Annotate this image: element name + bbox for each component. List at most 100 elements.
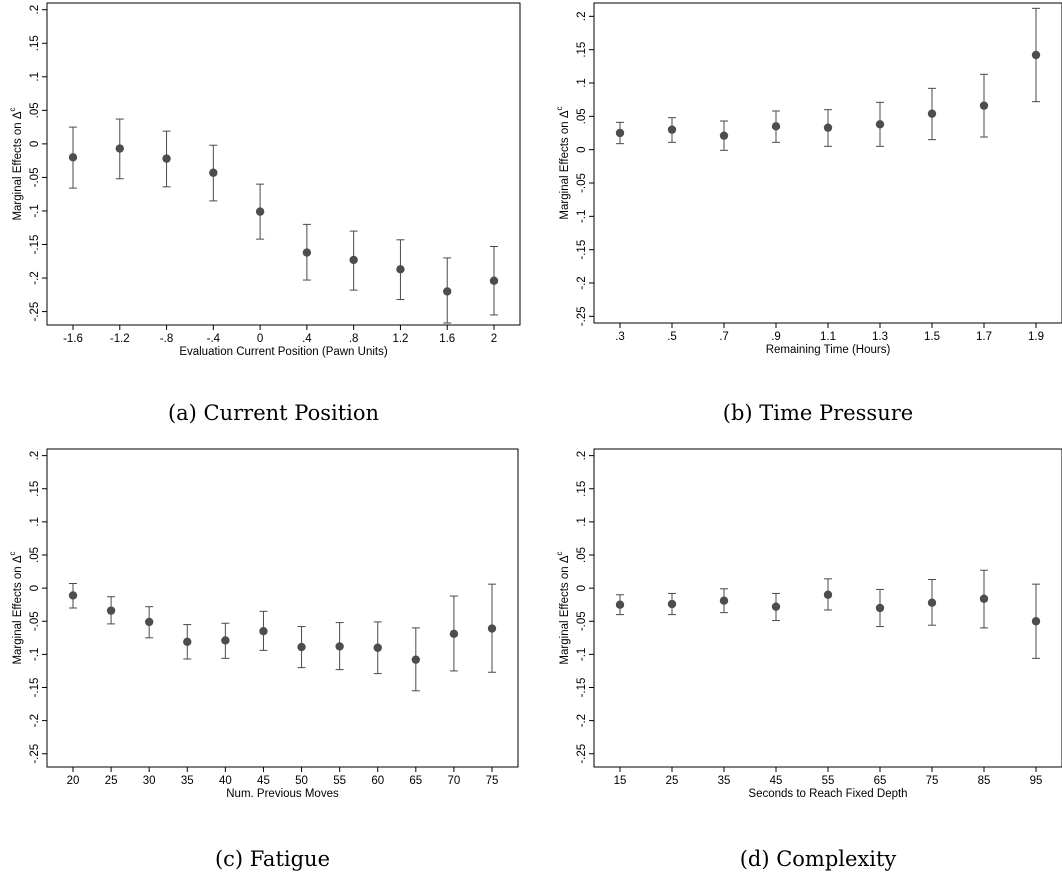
y-tick-label: .15 xyxy=(576,481,588,497)
data-point xyxy=(183,637,192,646)
x-tick-label: 1.1 xyxy=(820,331,836,343)
x-axis-label: Seconds to Reach Fixed Depth xyxy=(748,788,907,800)
x-tick-label: 85 xyxy=(978,775,991,787)
y-tick-label: -.05 xyxy=(576,173,588,193)
y-tick-label: -.05 xyxy=(29,168,41,188)
y-axis-label: Marginal Effects on Δc xyxy=(8,107,24,220)
y-tick-label: -.25 xyxy=(576,744,588,764)
y-tick-label: .15 xyxy=(576,42,588,58)
panel-time-pressure: .2 .15 .1 .05 0 -.05 -.1 -.15 -.2 -.25 .3 .5 .7 .9 1.1… xyxy=(555,2,1062,425)
data-point xyxy=(302,248,312,257)
y-tick-label: -.05 xyxy=(576,611,588,631)
y-tick-label: .2 xyxy=(576,451,588,461)
x-tick-label: 70 xyxy=(448,775,461,787)
data-point xyxy=(221,636,230,645)
y-tick-label: -.1 xyxy=(576,648,588,661)
y-tick-label: .05 xyxy=(576,108,588,124)
data-point xyxy=(771,122,781,131)
y-axis-label-text: Marginal Effects on Δ xyxy=(12,555,24,664)
x-tick-label: 40 xyxy=(219,775,232,787)
x-tick-label: 75 xyxy=(926,775,939,787)
y-tick-label: 0 xyxy=(29,141,41,147)
plot-frame xyxy=(46,2,521,326)
y-axis-label: Marginal Effects on Δc xyxy=(8,551,24,664)
y-tick-label: .05 xyxy=(29,547,41,563)
x-tick-label: 30 xyxy=(143,775,156,787)
data-point xyxy=(297,642,306,652)
y-axis-label-superscript: c xyxy=(555,551,564,555)
data-point xyxy=(823,590,833,599)
data-point xyxy=(615,128,625,138)
y-tick-label: -.1 xyxy=(29,204,41,217)
x-tick-label: .3 xyxy=(615,331,625,343)
x-tick-label: -1.2 xyxy=(110,333,130,345)
data-point xyxy=(259,626,268,636)
panel-caption: (a) Current Position xyxy=(168,401,379,425)
panel-fatigue: .2 .15 .1 .05 0 -.05 -.1 -.15 -.2 -.25 20 25 30 35 40 4… xyxy=(8,448,519,871)
y-tick-label: .15 xyxy=(29,35,41,51)
y-axis-label-superscript: c xyxy=(555,106,564,110)
x-tick-label: 15 xyxy=(614,775,627,787)
data-point xyxy=(489,276,499,285)
data-point xyxy=(411,655,421,664)
x-tick-label: 1.7 xyxy=(976,331,992,343)
y-tick-label: 0 xyxy=(29,585,41,591)
data-point xyxy=(106,606,116,615)
data-point xyxy=(1031,617,1041,626)
plot-frame xyxy=(593,2,1062,324)
y-tick-label: -.2 xyxy=(29,714,41,727)
plot-frame xyxy=(46,448,519,768)
x-tick-label: 1.3 xyxy=(872,331,888,343)
x-tick-label: 1.5 xyxy=(924,331,940,343)
data-point xyxy=(719,596,729,605)
data-point xyxy=(667,599,677,609)
data-point xyxy=(667,125,677,134)
data-point xyxy=(209,168,218,177)
data-point xyxy=(979,594,989,603)
y-tick-label: -.1 xyxy=(576,210,588,223)
panel-caption: (c) Fatigue xyxy=(215,847,330,871)
data-point xyxy=(771,602,781,611)
panel-caption: (d) Complexity xyxy=(740,847,897,871)
y-tick-label: .05 xyxy=(576,547,588,563)
y-tick-label: .1 xyxy=(29,72,41,82)
data-point xyxy=(396,265,405,274)
x-tick-label: .8 xyxy=(349,333,359,345)
x-tick-label: .4 xyxy=(302,333,312,345)
data-point xyxy=(487,624,497,633)
x-tick-label: -1.6 xyxy=(63,333,83,345)
y-tick-label: .2 xyxy=(29,451,41,461)
data-point xyxy=(68,591,78,600)
panel-complexity: .2 .15 .1 .05 0 -.05 -.1 -.15 -.2 -.25 15 25 35 45 55 6… xyxy=(555,448,1062,871)
x-tick-label: 55 xyxy=(333,775,346,787)
x-tick-label: 50 xyxy=(295,775,308,787)
data-point xyxy=(443,287,452,296)
data-point xyxy=(615,600,625,609)
panel-caption: (b) Time Pressure xyxy=(723,401,913,425)
y-tick-label: -.15 xyxy=(29,678,41,698)
y-tick-label: .15 xyxy=(29,481,41,497)
data-point xyxy=(373,643,382,652)
x-tick-label: 35 xyxy=(181,775,194,787)
data-point xyxy=(335,642,344,651)
y-tick-label: -.15 xyxy=(29,235,41,255)
x-tick-label: 1.9 xyxy=(1028,331,1044,343)
y-axis-label-superscript: c xyxy=(8,107,17,111)
y-tick-label: -.25 xyxy=(576,306,588,326)
data-point xyxy=(875,120,885,129)
y-axis-label-text: Marginal Effects on Δ xyxy=(559,110,571,219)
y-tick-label: -.2 xyxy=(29,271,41,284)
x-tick-label: .7 xyxy=(719,331,729,343)
data-point xyxy=(255,207,265,216)
y-axis-label-text: Marginal Effects on Δ xyxy=(559,555,571,664)
y-tick-label: .1 xyxy=(576,517,588,527)
y-tick-label: 0 xyxy=(576,146,588,152)
data-point xyxy=(823,123,833,132)
y-tick-label: -.15 xyxy=(576,678,588,698)
data-point xyxy=(927,109,937,118)
y-axis-label: Marginal Effects on Δc xyxy=(555,551,571,664)
data-point xyxy=(719,131,729,140)
data-point xyxy=(875,603,885,613)
y-tick-label: -.1 xyxy=(29,648,41,661)
data-point xyxy=(449,629,459,639)
